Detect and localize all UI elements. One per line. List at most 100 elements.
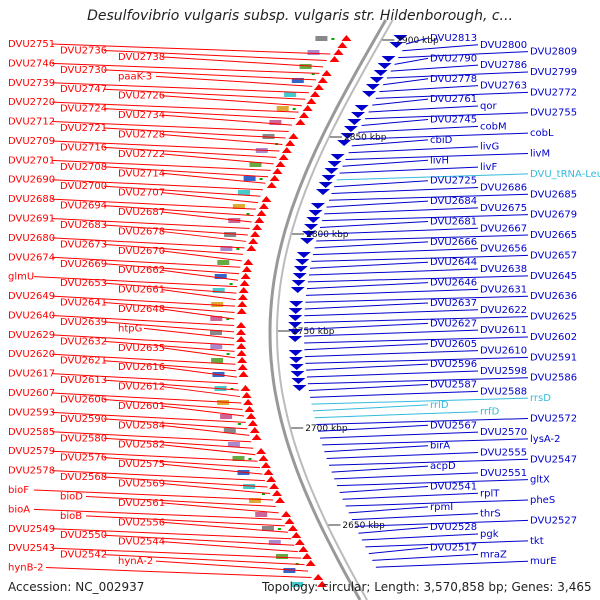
annotation-box bbox=[268, 540, 281, 545]
right-gene-mark bbox=[327, 161, 342, 167]
annotation-box bbox=[211, 358, 224, 363]
right-gene-label: mraZ bbox=[480, 549, 507, 560]
right-gene-label: DVU2602 bbox=[530, 332, 577, 343]
left-gene-label: paaK-3 bbox=[118, 71, 152, 82]
left-gene-label: DVU2728 bbox=[118, 129, 165, 140]
left-gene-label: DVU2561 bbox=[118, 498, 165, 509]
left-gene-mark bbox=[337, 42, 348, 48]
left-gene-label: DVU2593 bbox=[8, 407, 55, 418]
left-gene-label: DVU2584 bbox=[118, 420, 165, 431]
left-gene-label: DVU2590 bbox=[60, 414, 107, 425]
left-gene-label: DVU2635 bbox=[118, 343, 165, 354]
left-gene-mark bbox=[258, 455, 269, 461]
topology-summary: Topology: circular; Length: 3,570,858 bp… bbox=[262, 580, 592, 594]
right-gene-mark bbox=[316, 189, 330, 195]
genome-title: Desulfovibrio vulgaris subsp. vulgaris s… bbox=[87, 8, 513, 24]
annotation-box bbox=[243, 176, 256, 181]
left-gene-mark bbox=[243, 259, 254, 265]
left-gene-mark bbox=[238, 371, 249, 377]
left-gene-mark bbox=[310, 91, 321, 97]
scale-label: 2700 kbp bbox=[305, 424, 348, 434]
right-gene-label: rplT bbox=[480, 488, 500, 499]
left-gene-label: DVU2585 bbox=[8, 427, 55, 438]
left-gene-mark bbox=[236, 350, 247, 356]
tick-mark bbox=[229, 283, 233, 285]
annotation-box bbox=[283, 568, 296, 573]
right-leader-line bbox=[305, 295, 529, 303]
right-leader-line bbox=[342, 492, 479, 500]
left-gene-mark bbox=[305, 560, 316, 566]
left-gene-mark bbox=[269, 483, 280, 489]
left-gene-mark bbox=[298, 546, 309, 552]
right-leader-line bbox=[358, 125, 479, 133]
right-gene-label: DVU2763 bbox=[480, 81, 527, 92]
annotation-box bbox=[212, 288, 225, 293]
right-leader-line bbox=[331, 186, 479, 194]
annotation-box bbox=[232, 456, 245, 461]
left-leader-line bbox=[51, 334, 235, 346]
left-gene-label: DVU2690 bbox=[8, 175, 55, 186]
left-gene-label: DVU2662 bbox=[118, 265, 165, 276]
left-leader-line bbox=[51, 179, 263, 191]
right-leader-line bbox=[386, 71, 529, 79]
right-gene-label: DVU2627 bbox=[430, 318, 477, 329]
right-gene-label: DVU_tRNA-Leu-7 bbox=[530, 169, 600, 180]
annotation-box bbox=[276, 106, 289, 111]
right-leader-line bbox=[312, 248, 479, 256]
left-gene-mark bbox=[341, 35, 352, 41]
left-gene-label: DVU2707 bbox=[118, 188, 165, 199]
left-leader-line bbox=[33, 508, 282, 520]
left-gene-mark bbox=[241, 392, 252, 398]
left-gene-mark bbox=[258, 203, 269, 209]
left-gene-mark bbox=[294, 539, 305, 545]
left-gene-mark bbox=[251, 434, 262, 440]
left-gene-label: DVU2712 bbox=[8, 117, 55, 128]
left-gene-mark bbox=[256, 448, 267, 454]
right-gene-mark bbox=[300, 238, 315, 244]
right-leader-line bbox=[317, 227, 479, 235]
left-gene-mark bbox=[266, 476, 277, 482]
right-gene-label: DVU2587 bbox=[430, 380, 477, 391]
right-gene-label: DVU2685 bbox=[530, 189, 577, 200]
left-gene-label: hynA-2 bbox=[118, 556, 153, 567]
left-gene-label: DVU2674 bbox=[8, 252, 55, 263]
right-gene-label: DVU2755 bbox=[530, 108, 577, 119]
right-leader-line bbox=[326, 451, 479, 459]
right-leader-line bbox=[351, 513, 479, 521]
annotation-box bbox=[227, 442, 240, 447]
left-leader-line bbox=[103, 476, 268, 488]
left-gene-label: DVU2550 bbox=[60, 530, 107, 541]
left-gene-label: DVU2617 bbox=[8, 369, 55, 380]
right-gene-label: birA bbox=[430, 441, 450, 452]
right-gene-label: DVU2645 bbox=[530, 271, 577, 282]
right-gene-mark bbox=[343, 126, 358, 132]
left-gene-mark bbox=[237, 301, 248, 307]
right-gene-mark bbox=[289, 357, 304, 363]
right-gene-mark bbox=[289, 364, 304, 370]
left-leader-line bbox=[103, 146, 277, 158]
left-gene-mark bbox=[269, 175, 280, 181]
annotation-box bbox=[291, 78, 304, 83]
right-leader-line bbox=[348, 506, 429, 514]
right-gene-label: DVU2667 bbox=[480, 223, 527, 234]
left-gene-mark bbox=[237, 357, 248, 363]
left-leader-line bbox=[51, 159, 271, 171]
left-gene-mark bbox=[254, 217, 265, 223]
right-leader-line bbox=[324, 207, 479, 215]
annotation-box bbox=[217, 260, 230, 265]
annotation-box bbox=[261, 526, 274, 531]
left-leader-line bbox=[51, 62, 320, 74]
right-leader-line bbox=[375, 560, 529, 568]
left-leader-line bbox=[155, 560, 309, 572]
right-gene-label: DVU2517 bbox=[430, 543, 477, 554]
left-leader-line bbox=[103, 185, 261, 197]
right-leader-line bbox=[390, 64, 479, 72]
left-leader-line bbox=[103, 554, 305, 566]
left-gene-mark bbox=[285, 140, 296, 146]
left-gene-mark bbox=[275, 497, 285, 503]
left-gene-label: DVU2649 bbox=[8, 291, 55, 302]
right-gene-mark bbox=[365, 84, 380, 90]
right-leader-line bbox=[306, 370, 479, 378]
right-gene-label: DVU2570 bbox=[480, 427, 527, 438]
right-leader-line bbox=[304, 343, 429, 351]
